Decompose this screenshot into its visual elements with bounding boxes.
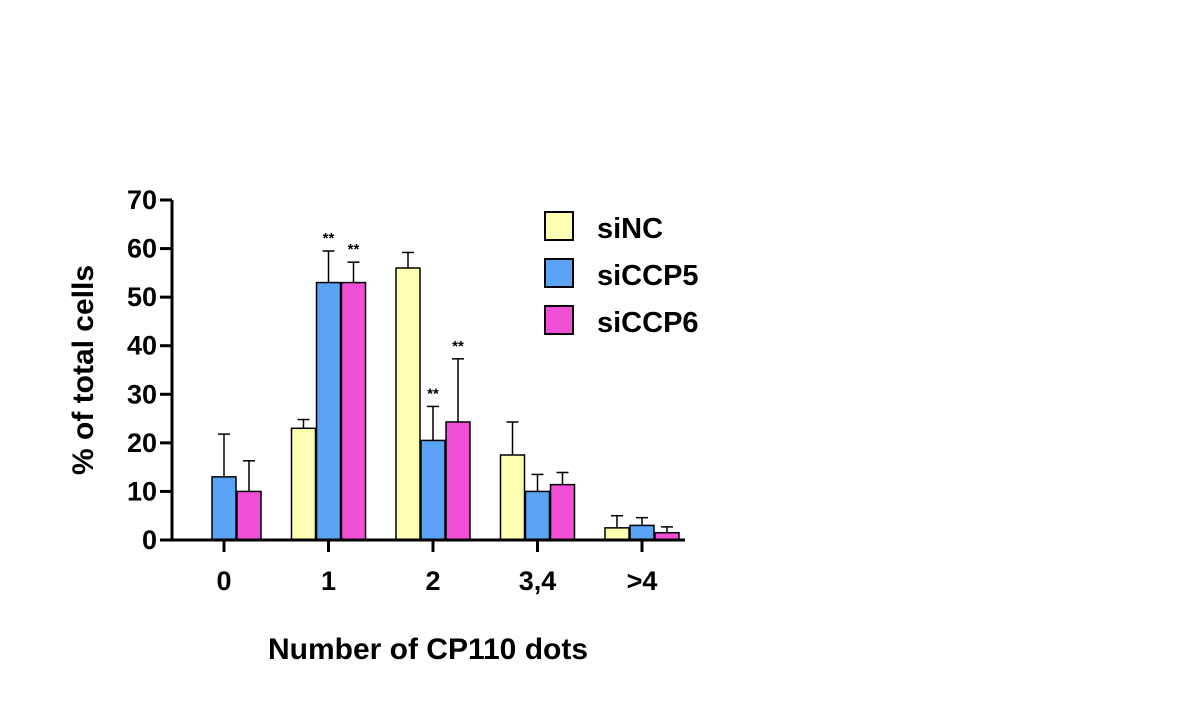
y-tick-label: 70 [127,185,157,215]
legend-label-siCCP6: siCCP6 [597,307,699,339]
y-tick-label: 20 [127,428,157,458]
significance-annotation: ** [452,338,464,355]
bar-siCCP6-2 [445,421,471,541]
legend-swatch-siNC [544,211,574,241]
bar-siCCP5->4 [629,524,655,541]
significance-annotation: ** [348,241,360,258]
significance-annotation: ** [427,385,439,402]
x-tick-label: 2 [425,566,440,596]
bar-siNC-3,4 [499,454,526,541]
bar-siCCP6-3,4 [549,483,576,541]
x-tick-label: 1 [321,566,336,596]
bar-siCCP6-0 [236,490,262,541]
bar-siCCP5-2 [420,439,446,541]
bar-siCCP6-1 [340,281,367,541]
axes-layer: 0 10 20 30 40 50 60 70 0 1 2 3,4 >4 [127,185,685,596]
labels-layer: % of total cells Number of CP110 dots [67,265,588,666]
x-tick-label: 0 [216,566,231,596]
bar-siCCP5-3,4 [524,490,551,541]
legend-label-siNC: siNC [597,213,663,245]
legend-swatch-siCCP5 [544,258,574,288]
y-tick-label: 10 [127,476,157,506]
bar-siNC-2 [395,267,421,541]
significance-annotation: ** [323,230,335,247]
legend-swatch-siCCP6 [544,305,574,335]
bar-siCCP5-1 [315,281,342,541]
y-tick-label: 50 [127,282,157,312]
bar-siNC->4 [604,527,630,541]
y-tick-label: 60 [127,234,157,264]
x-axis-title: Number of CP110 dots [268,633,588,666]
y-tick-label: 0 [142,525,157,555]
legend: siNC siCCP5 siCCP6 [544,211,699,339]
bar-siNC-1 [290,427,317,541]
bar-siCCP5-0 [211,476,237,541]
x-tick-label: >4 [627,566,658,596]
x-tick-label: 3,4 [519,566,557,596]
y-tick-label: 40 [127,331,157,361]
y-tick-label: 30 [127,379,157,409]
legend-label-siCCP5: siCCP5 [597,260,699,292]
y-axis-title: % of total cells [67,265,100,475]
